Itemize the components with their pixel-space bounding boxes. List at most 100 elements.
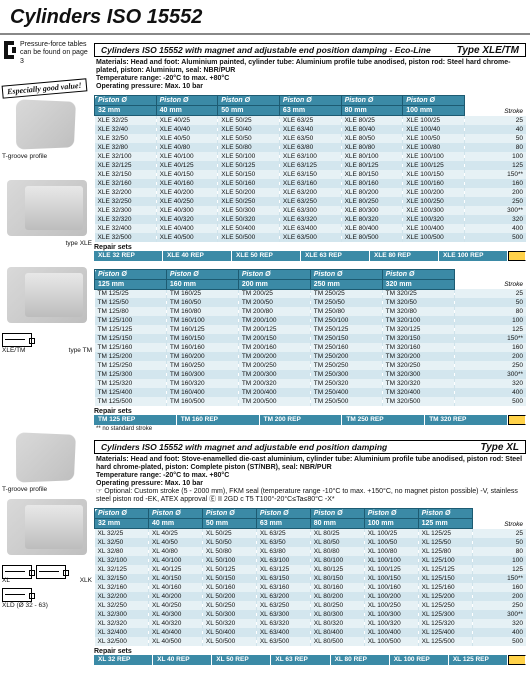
cell-partno: XLE 50/200 xyxy=(218,188,280,197)
table-row: TM 125/125TM 160/125TM 200/125TM 250/125… xyxy=(95,325,527,334)
col-header-diam: 125 mm xyxy=(95,279,167,289)
cell-partno: XLE 80/200 xyxy=(341,188,403,197)
cell-partno: XLE 50/40 xyxy=(218,125,280,134)
cell-partno: XLE 100/25 xyxy=(403,116,465,125)
cell-partno: TM 200/150 xyxy=(238,334,310,343)
cell-partno: XL 32/160 xyxy=(95,583,149,592)
cell-partno: XL 40/150 xyxy=(148,574,202,583)
repair-cell: XL 32 REP xyxy=(94,655,153,665)
cell-partno: XLE 32/250 xyxy=(95,197,157,206)
cell-partno: XL 63/500 xyxy=(256,637,310,646)
cell-partno: TM 200/200 xyxy=(238,352,310,361)
cell-partno: TM 250/50 xyxy=(310,298,382,307)
cell-stroke: 125 xyxy=(454,325,526,334)
cell-stroke: 80 xyxy=(464,143,526,152)
cell-partno: XLE 40/50 xyxy=(156,134,218,143)
cell-partno: XL 100/250 xyxy=(364,601,418,610)
cell-partno: XL 80/300 xyxy=(310,610,364,619)
cell-stroke: 125 xyxy=(464,161,526,170)
table-tm: Piston ØPiston ØPiston ØPiston ØPiston Ø… xyxy=(94,269,526,407)
cell-partno: TM 125/500 xyxy=(95,397,167,406)
repair-icon xyxy=(508,415,526,425)
xle-tm-label: XLE/TM xyxy=(2,347,25,354)
cell-partno: TM 125/125 xyxy=(95,325,167,334)
cell-partno: XLE 63/100 xyxy=(279,152,341,161)
repair-cell: TM 200 REP xyxy=(260,415,343,425)
table-row: XL 32/300XL 40/300XL 50/300XL 63/300XL 8… xyxy=(95,610,527,619)
cell-partno: XL 40/500 xyxy=(148,637,202,646)
cell-partno: XL 100/400 xyxy=(364,628,418,637)
cell-partno: XLE 63/160 xyxy=(279,179,341,188)
table-row: XL 32/400XL 40/400XL 50/400XL 63/400XL 8… xyxy=(95,628,527,637)
col-header-diam: 50 mm xyxy=(218,106,280,116)
cell-stroke: 125 xyxy=(472,565,526,574)
cell-partno: XLE 32/80 xyxy=(95,143,157,152)
cell-partno: TM 250/100 xyxy=(310,316,382,325)
cell-partno: XL 50/100 xyxy=(202,556,256,565)
cell-partno: XL 125/400 xyxy=(418,628,472,637)
cell-partno: XLE 50/50 xyxy=(218,134,280,143)
cell-partno: XLE 63/25 xyxy=(279,116,341,125)
type-xle-image xyxy=(7,180,87,236)
cell-partno: XL 63/25 xyxy=(256,529,310,538)
cell-partno: XLE 40/320 xyxy=(156,215,218,224)
cell-partno: XLE 100/40 xyxy=(403,125,465,134)
cell-partno: XL 32/150 xyxy=(95,574,149,583)
col-header-piston: Piston Ø xyxy=(364,509,418,519)
table-row: XLE 32/160XLE 40/160XLE 50/160XLE 63/160… xyxy=(95,179,527,188)
repair-cell: XLE 100 REP xyxy=(439,251,508,261)
cell-partno: XLE 80/320 xyxy=(341,215,403,224)
cell-partno: TM 200/400 xyxy=(238,388,310,397)
col-header-piston: Piston Ø xyxy=(95,269,167,279)
repair-cell: XLE 80 REP xyxy=(370,251,439,261)
cell-partno: XLE 40/160 xyxy=(156,179,218,188)
cell-partno: XLE 32/400 xyxy=(95,224,157,233)
cell-partno: XLE 100/320 xyxy=(403,215,465,224)
cell-stroke: 400 xyxy=(454,388,526,397)
cell-partno: TM 125/250 xyxy=(95,361,167,370)
cell-partno: XLE 50/320 xyxy=(218,215,280,224)
cell-stroke: 150** xyxy=(454,334,526,343)
cell-partno: TM 160/250 xyxy=(166,361,238,370)
cell-partno: XLE 40/150 xyxy=(156,170,218,179)
cell-partno: XLE 63/250 xyxy=(279,197,341,206)
cell-partno: TM 160/400 xyxy=(166,388,238,397)
cell-stroke: 80 xyxy=(472,547,526,556)
col-header-piston: Piston Ø xyxy=(418,509,472,519)
pressure-force-note: Pressure-force tables can be found on pa… xyxy=(2,41,92,66)
cell-partno: XL 40/125 xyxy=(148,565,202,574)
cell-partno: XLE 63/200 xyxy=(279,188,341,197)
cell-partno: TM 200/25 xyxy=(238,289,310,298)
cell-partno: XL 63/80 xyxy=(256,547,310,556)
cell-partno: TM 200/160 xyxy=(238,343,310,352)
cell-stroke: 250 xyxy=(464,197,526,206)
table-row: XLE 32/50XLE 40/50XLE 50/50XLE 63/50XLE … xyxy=(95,134,527,143)
cell-stroke: 250 xyxy=(454,361,526,370)
table-row: XL 32/160XL 40/160XL 50/160XL 63/160XL 8… xyxy=(95,583,527,592)
table-row: XL 32/25XL 40/25XL 50/25XL 63/25XL 80/25… xyxy=(95,529,527,538)
cell-partno: TM 250/150 xyxy=(310,334,382,343)
cell-partno: XL 63/200 xyxy=(256,592,310,601)
repair-cell: TM 160 REP xyxy=(177,415,260,425)
cell-partno: XL 125/50 xyxy=(418,538,472,547)
cell-stroke: 300** xyxy=(472,610,526,619)
section2-header: Cylinders ISO 15552 with magnet and adju… xyxy=(94,440,526,454)
table-row: XL 32/150XL 40/150XL 50/150XL 63/150XL 8… xyxy=(95,574,527,583)
col-header-piston: Piston Ø xyxy=(202,509,256,519)
cell-partno: XL 125/200 xyxy=(418,592,472,601)
cell-partno: XLE 100/400 xyxy=(403,224,465,233)
value-banner: Especially good value! xyxy=(2,79,87,99)
cell-partno: TM 160/300 xyxy=(166,370,238,379)
cell-partno: TM 250/500 xyxy=(310,397,382,406)
cell-partno: TM 320/320 xyxy=(382,379,454,388)
cell-partno: XLE 32/25 xyxy=(95,116,157,125)
col-header-diam: 40 mm xyxy=(148,519,202,529)
cell-stroke: 50 xyxy=(464,134,526,143)
table-row: TM 125/50TM 160/50TM 200/50TM 250/50TM 3… xyxy=(95,298,527,307)
repair-cell: XLE 63 REP xyxy=(301,251,370,261)
table-row: XLE 32/80XLE 40/80XLE 50/80XLE 63/80XLE … xyxy=(95,143,527,152)
cell-partno: XLE 80/250 xyxy=(341,197,403,206)
col-header-piston: Piston Ø xyxy=(218,96,280,106)
col-header-stroke: Stroke xyxy=(454,269,526,289)
cell-stroke: 25 xyxy=(454,289,526,298)
